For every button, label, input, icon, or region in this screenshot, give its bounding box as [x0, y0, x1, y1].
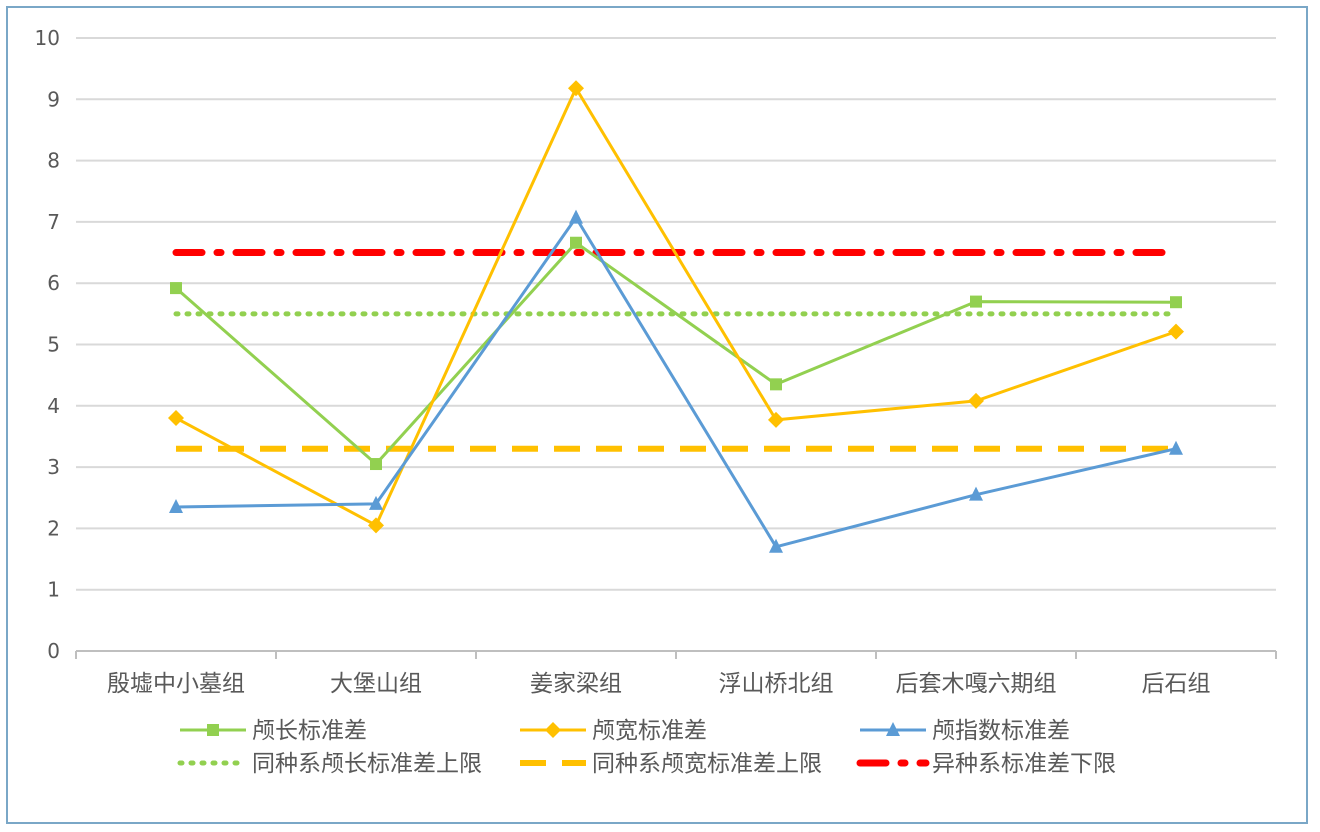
chart-frame [6, 6, 1308, 824]
y-tick-label: 6 [47, 271, 60, 295]
x-category-label: 姜家梁组 [530, 671, 622, 697]
data-point [368, 517, 384, 534]
data-point [969, 486, 983, 501]
y-tick-label: 2 [47, 516, 60, 540]
legend-marker [207, 724, 219, 736]
data-point [970, 295, 982, 308]
data-point [769, 538, 783, 553]
series-line [175, 216, 1177, 549]
y-tick-label: 5 [47, 333, 60, 357]
series-line [175, 241, 1177, 466]
legend-label: 颅宽标准差 [592, 718, 707, 744]
y-tick-label: 0 [47, 639, 60, 663]
x-category-label: 后石组 [1142, 671, 1211, 697]
legend-label: 同种系颅宽标准差上限 [592, 751, 822, 777]
y-tick-label: 7 [47, 210, 60, 234]
data-point [1168, 323, 1184, 340]
x-category-label: 后套木嘎六期组 [896, 671, 1057, 697]
x-category-label: 殷墟中小墓组 [107, 671, 245, 697]
y-tick-label: 9 [47, 87, 60, 111]
data-point [1169, 440, 1183, 455]
y-tick-label: 4 [47, 394, 60, 418]
data-point [369, 495, 383, 510]
y-tick-label: 10 [35, 26, 60, 50]
data-point [569, 209, 583, 224]
y-tick-label: 1 [47, 578, 60, 602]
data-point [170, 282, 182, 295]
legend-label: 颅指数标准差 [932, 718, 1070, 744]
data-point [1170, 296, 1182, 309]
y-tick-label: 8 [47, 149, 60, 173]
legend-label: 同种系颅长标准差上限 [252, 751, 482, 777]
data-point [570, 236, 582, 249]
x-category-label: 大堡山组 [330, 671, 422, 697]
legend-label: 异种系标准差下限 [932, 751, 1116, 777]
data-point [770, 378, 782, 391]
data-point [169, 498, 183, 513]
data-point [968, 392, 984, 409]
legend-label: 颅长标准差 [252, 718, 367, 744]
x-category-label: 浮山桥北组 [719, 671, 834, 697]
legend-marker [886, 722, 900, 736]
data-point [568, 80, 584, 97]
legend-marker [545, 722, 561, 738]
data-point [168, 410, 184, 427]
series-line [175, 86, 1177, 527]
y-tick-label: 3 [47, 455, 60, 479]
data-point [370, 458, 382, 471]
data-point [768, 411, 784, 428]
